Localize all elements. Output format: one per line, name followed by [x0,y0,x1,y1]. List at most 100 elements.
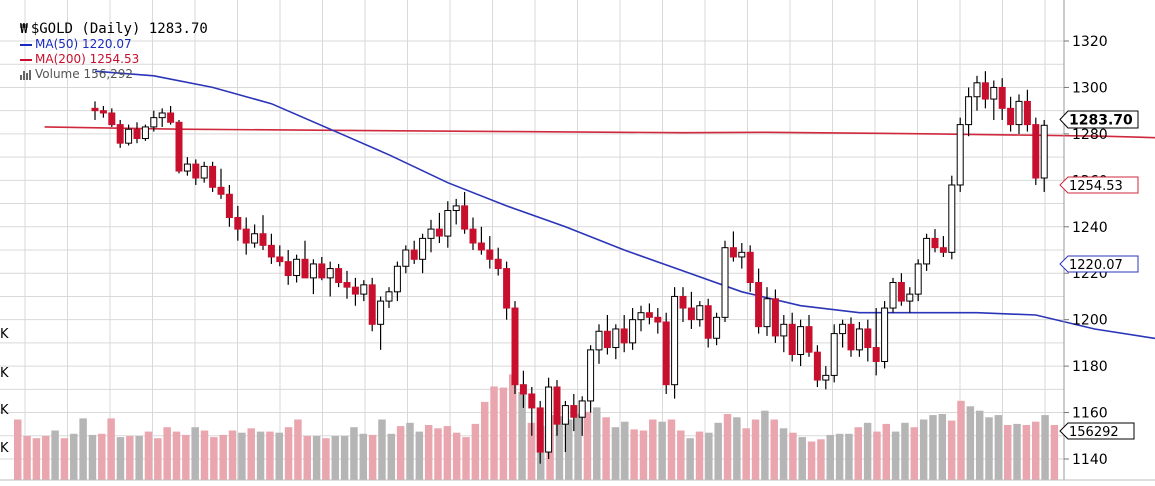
candle [461,191,469,234]
candle [570,393,578,432]
candle-body-down [192,163,200,179]
volume-bar [705,432,713,480]
candle-body-down [645,312,653,318]
candle-body-down [477,242,485,251]
candle-body-down [998,86,1006,109]
volume-bar [182,434,190,480]
candle [939,236,947,257]
candle [477,226,485,255]
candle-body-down [242,228,250,244]
candle [141,124,149,141]
volume-bar [574,414,582,480]
candle-body-up [309,263,317,279]
volume-bar [322,438,330,480]
candle [326,261,334,297]
volume-tick-label: K [0,441,9,456]
volume-tag: 156292 [1059,422,1135,440]
candle [645,303,653,325]
volume-bar [929,415,937,480]
candle-body-up [158,112,166,119]
candle-body-up [889,282,897,309]
candle [209,161,217,192]
candle [318,256,326,281]
candle [654,308,662,334]
candle-body-up [377,300,385,325]
candle-body-down [687,307,695,321]
candle [612,324,620,360]
candle [444,201,452,248]
candle-body-up [595,330,603,351]
candle [1023,89,1031,132]
candle [948,175,956,260]
volume-bar [863,422,872,480]
legend-ma50: MA(50) 1220.07 [20,37,208,52]
candle [99,106,107,118]
volume-bar [611,427,620,480]
candle [133,122,141,144]
candle-body-up [587,349,595,402]
candle-body-down [872,347,880,362]
candle-body-down [1007,107,1015,126]
candle-body-down [301,258,309,279]
legend-volume-label: Volume 156,292 [35,67,134,81]
volume-bar [649,419,657,480]
volume-bar [789,432,797,480]
candle-body-down [259,233,267,246]
candle [578,396,586,436]
volume-bar [733,417,741,480]
ma50-path [94,70,1155,340]
candle [755,268,763,334]
volume-bar [817,439,825,480]
candle-body-up [763,298,771,328]
volume-bar [135,436,143,480]
volume-bar [331,436,340,480]
candle [91,101,99,120]
candle [251,224,259,248]
volume-bar [415,431,424,480]
candle-body-up [906,293,914,302]
candle-body-down [897,282,905,302]
ma200-tag: 1254.53 [1059,176,1139,194]
candle [402,245,410,274]
candle-body-up [637,312,645,321]
candle [687,291,695,329]
candle [931,229,939,253]
candle [881,301,889,369]
candle-body-up [326,268,334,279]
candle [343,270,351,299]
candle-body-down [435,228,443,237]
candle [175,119,183,174]
volume-bar [677,430,685,480]
volume-bar [686,438,694,480]
volume-bar [957,400,965,480]
candle [839,319,847,348]
candle [679,287,687,322]
candle [830,324,838,383]
candle [301,240,309,279]
candle [981,71,989,109]
candle-body-up [1040,124,1048,179]
candle-body-up [965,96,973,126]
candle-body-down [755,282,763,328]
candle-body-down [108,112,116,126]
chart-legend: ₩ $GOLD (Daily) 1283.70 MA(50) 1220.07 M… [20,22,208,82]
candle-body-up [830,333,838,376]
volume-bar [499,387,508,480]
volume-bar [1022,425,1031,480]
volume-bar [294,419,302,480]
candle-body-up [393,265,401,293]
candle [242,217,250,255]
volume-bar [32,438,41,480]
price-tick-label: 1200 [1072,313,1108,329]
candle-body-up [780,323,788,337]
volume-bar [882,423,891,480]
candle [637,305,645,332]
candle-body-down [553,386,561,425]
volume-bar [219,434,227,480]
volume-bar [51,430,59,480]
candle [965,87,973,137]
volume-bar [630,429,638,480]
candle [990,80,998,120]
candle-body-up [914,263,922,295]
price-tick-label: 1140 [1072,452,1108,468]
